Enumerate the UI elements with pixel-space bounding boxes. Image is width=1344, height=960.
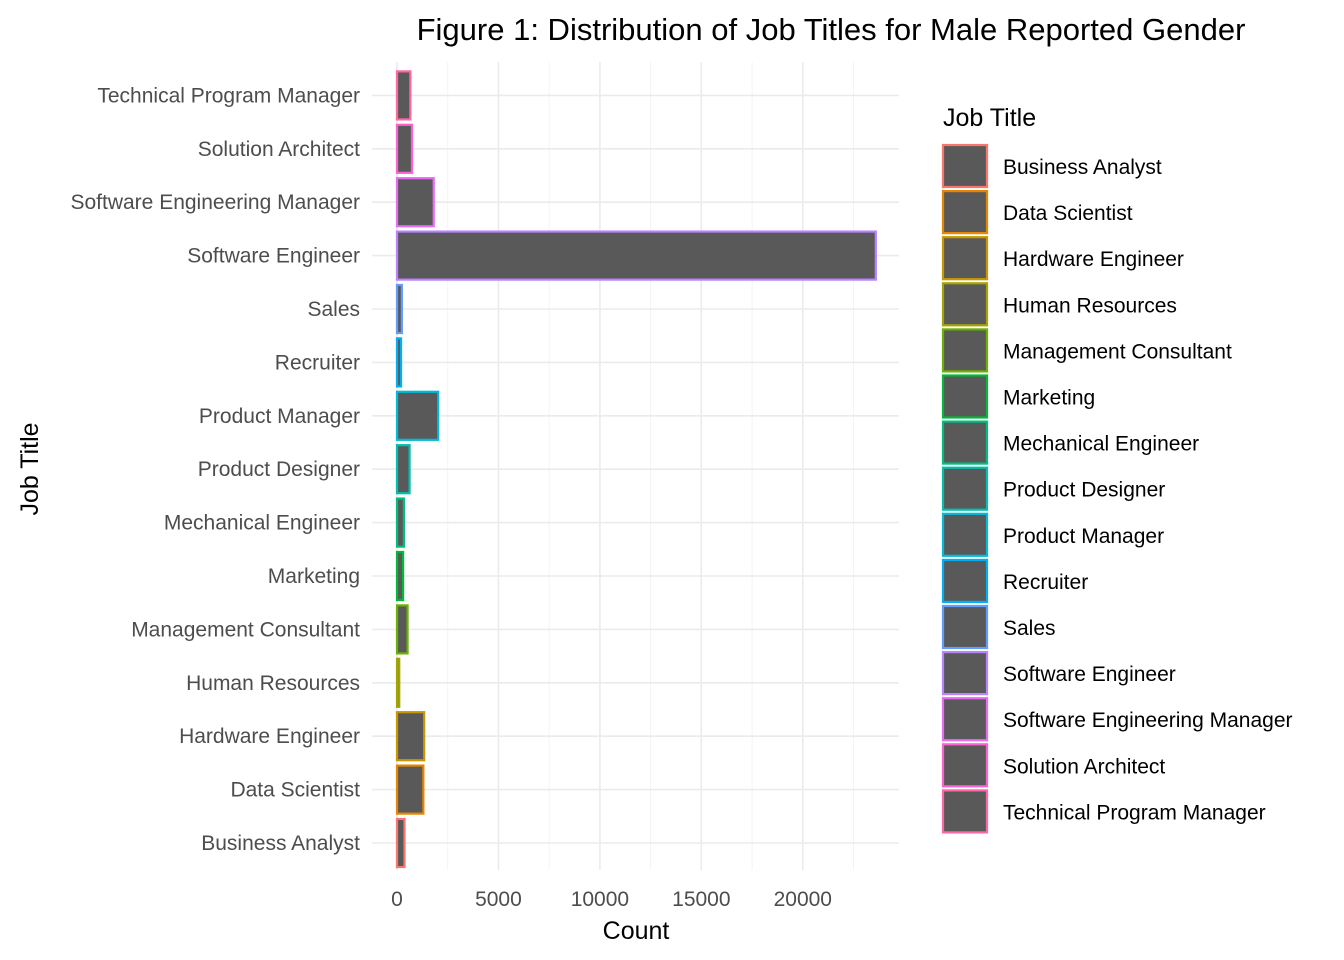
y-tick-label: Product Designer <box>198 458 360 481</box>
y-axis-title: Job Title <box>16 422 44 515</box>
y-axis-ticks: Business Analyst Data Scientist Hardware E… <box>70 84 360 855</box>
y-tick-label: Human Resources <box>186 672 360 695</box>
y-tick-label: Technical Program Manager <box>97 84 360 107</box>
x-tick-label: 5000 <box>475 888 522 911</box>
y-tick-label: Recruiter <box>275 351 360 374</box>
legend-label: Product Designer <box>1003 479 1165 502</box>
bar-recruiter <box>395 337 403 388</box>
legend-key-technical-program-manager <box>941 789 989 834</box>
y-tick-label: Hardware Engineer <box>179 725 360 748</box>
legend-key-human-resources <box>941 282 989 327</box>
bar-mechanical-engineer <box>395 497 405 548</box>
legend-label: Recruiter <box>1003 571 1088 594</box>
legend-label: Solution Architect <box>1003 755 1165 778</box>
legend-key-software-engineer <box>941 650 989 696</box>
legend-label: Hardware Engineer <box>1003 248 1184 271</box>
legend-label: Business Analyst <box>1003 156 1162 179</box>
y-tick-label: Software Engineer <box>187 245 360 268</box>
y-tick-label: Data Scientist <box>230 779 360 802</box>
legend-label: Product Manager <box>1003 525 1164 548</box>
y-tick-label: Software Engineering Manager <box>70 191 360 214</box>
bar-data-scientist <box>395 764 425 815</box>
x-tick-label: 10000 <box>571 888 629 911</box>
bar-software-engineering-manager <box>395 177 435 228</box>
bar-marketing <box>395 550 405 602</box>
legend-key-solution-architect <box>941 743 989 788</box>
bar-sales <box>395 283 403 335</box>
y-tick-label: Mechanical Engineer <box>164 512 360 535</box>
legend-items: Business Analyst Data Scientist Hardware E… <box>941 143 1293 834</box>
x-tick-label: 0 <box>391 888 403 911</box>
legend-label: Sales <box>1003 617 1056 640</box>
legend-key-management-consultant <box>941 328 989 373</box>
grid <box>372 62 899 870</box>
legend-key-sales <box>941 604 989 650</box>
legend-key-recruiter <box>941 558 989 604</box>
x-tick-label: 20000 <box>774 888 832 911</box>
legend-label: Software Engineering Manager <box>1003 709 1293 732</box>
bar-solution-architect <box>395 123 414 174</box>
legend-label: Software Engineer <box>1003 663 1176 686</box>
y-tick-label: Product Manager <box>199 405 360 428</box>
y-tick-label: Sales <box>307 298 360 321</box>
legend-label: Marketing <box>1003 387 1095 410</box>
legend-key-data-scientist <box>941 190 989 235</box>
x-tick-label: 15000 <box>672 888 730 911</box>
legend-label: Management Consultant <box>1003 340 1232 363</box>
bar-management-consultant <box>395 604 409 655</box>
y-tick-label: Solution Architect <box>198 138 360 161</box>
legend-label: Technical Program Manager <box>1003 801 1266 824</box>
x-axis-ticks: 0 5000 10000 15000 20000 <box>391 888 832 911</box>
bar-product-manager <box>395 390 440 441</box>
legend-label: Data Scientist <box>1003 202 1133 225</box>
legend-key-marketing <box>941 374 989 419</box>
bar-product-designer <box>395 444 411 495</box>
y-tick-label: Management Consultant <box>131 618 360 641</box>
legend-key-product-manager <box>941 512 989 557</box>
x-axis-title: Count <box>603 917 670 945</box>
legend-label: Human Resources <box>1003 294 1177 317</box>
legend: Job Title Business Analyst Data Scientist… <box>941 104 1293 834</box>
bar-technical-program-manager <box>395 70 412 121</box>
legend-key-mechanical-engineer <box>941 420 989 465</box>
legend-title: Job Title <box>943 104 1036 132</box>
bars <box>395 70 877 869</box>
y-tick-label: Marketing <box>268 565 360 588</box>
bar-software-engineer <box>395 230 877 281</box>
bar-business-analyst <box>395 817 406 869</box>
chart-title: Figure 1: Distribution of Job Titles for… <box>417 12 1246 47</box>
legend-key-product-designer <box>941 466 989 511</box>
legend-key-hardware-engineer <box>941 236 989 281</box>
legend-key-software-engineering-manager <box>941 697 989 742</box>
y-tick-label: Business Analyst <box>201 832 360 855</box>
bar-hardware-engineer <box>395 711 426 762</box>
legend-label: Mechanical Engineer <box>1003 433 1199 456</box>
legend-key-business-analyst <box>941 143 989 189</box>
bar-human-resources <box>395 657 401 708</box>
